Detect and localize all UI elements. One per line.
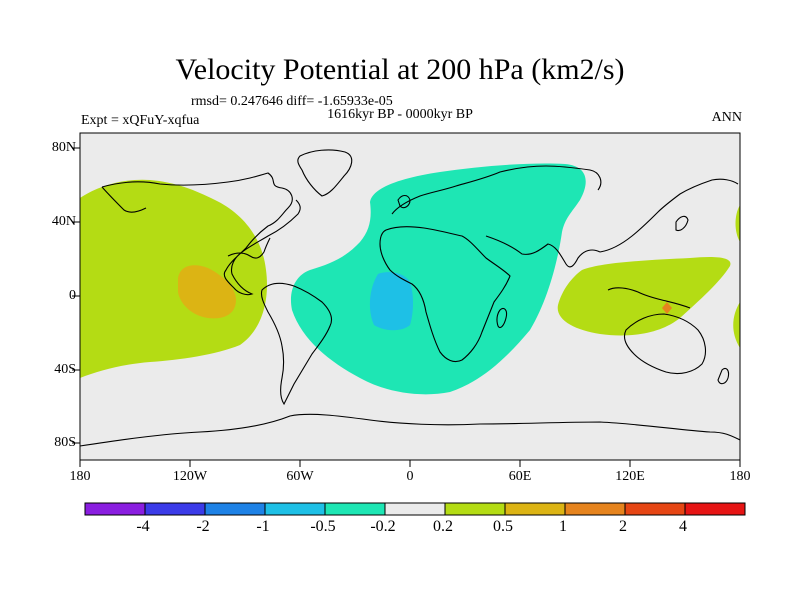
europe-coast bbox=[391, 165, 602, 215]
colorbar-box bbox=[444, 502, 506, 516]
colorbar-box bbox=[504, 502, 566, 516]
maritime-positive-spot bbox=[662, 302, 672, 314]
colorbar-box bbox=[324, 502, 386, 516]
colorbar-label: -0.2 bbox=[370, 518, 396, 535]
axis-ticks bbox=[72, 147, 741, 467]
british-isles-coast bbox=[397, 194, 411, 209]
colorbar-label: 1 bbox=[559, 518, 567, 535]
colorbar bbox=[84, 502, 746, 516]
colorbar-box bbox=[144, 502, 206, 516]
indo-pacific-positive-region bbox=[557, 256, 731, 336]
colorbar-box bbox=[84, 502, 146, 516]
lon-label-180e: 180 bbox=[729, 469, 751, 484]
experiment-label: Expt = xQFuY-xqfua bbox=[81, 113, 200, 128]
colorbar-label: 0.5 bbox=[493, 518, 513, 535]
lon-label-0: 0 bbox=[406, 469, 414, 484]
dateline-positive-region-east bbox=[733, 205, 740, 348]
pacific-positive-core bbox=[178, 265, 236, 319]
australia-coast bbox=[623, 313, 707, 375]
colorbar-box bbox=[684, 502, 746, 516]
indonesia-coast bbox=[607, 287, 691, 309]
lat-label-0: 0 bbox=[69, 288, 76, 303]
new-zealand-coast bbox=[717, 367, 730, 385]
lat-label-40n: 40N bbox=[51, 214, 76, 229]
stats-text: rmsd= 0.247646 diff= -1.65933e-05 bbox=[191, 94, 393, 109]
colorbar-label: -1 bbox=[256, 518, 270, 535]
coastlines bbox=[79, 149, 741, 447]
lon-label-120e: 120E bbox=[615, 469, 645, 484]
colorbar-label: 0.2 bbox=[433, 518, 453, 535]
period-text: 1616kyr BP - 0000kyr BP bbox=[327, 107, 473, 122]
colorbar-box bbox=[564, 502, 626, 516]
madagascar-coast bbox=[496, 307, 508, 329]
lon-label-60e: 60E bbox=[508, 469, 532, 484]
colorbar-box bbox=[204, 502, 266, 516]
lon-label-180w: 180 bbox=[69, 469, 91, 484]
colorbar-label: 2 bbox=[619, 518, 627, 535]
colorbar-label: -0.5 bbox=[310, 518, 336, 535]
colorbar-label: -2 bbox=[196, 518, 210, 535]
colorbar-label: 4 bbox=[679, 518, 687, 535]
season-label: ANN bbox=[711, 110, 742, 125]
colorbar-box bbox=[384, 502, 446, 516]
south-america-coast bbox=[260, 282, 333, 406]
lat-label-80n: 80N bbox=[51, 140, 76, 155]
alaska-coast bbox=[101, 186, 147, 213]
east-asia-coast bbox=[599, 178, 739, 253]
colorbar-box bbox=[264, 502, 326, 516]
atlantic-negative-core bbox=[369, 272, 413, 331]
lon-label-120w: 120W bbox=[172, 469, 208, 484]
colorbar-label: -4 bbox=[136, 518, 150, 535]
greenland-coast bbox=[297, 149, 353, 197]
africa-coast bbox=[379, 226, 511, 363]
lat-label-80s: 80S bbox=[54, 435, 76, 450]
lon-label-60w: 60W bbox=[286, 469, 314, 484]
north-america-coast bbox=[101, 172, 301, 296]
antarctica-coast bbox=[79, 413, 741, 447]
japan-coast bbox=[675, 215, 689, 232]
colorbar-box bbox=[624, 502, 686, 516]
gulf-florida-coast bbox=[227, 237, 271, 259]
atlantic-africa-negative-region bbox=[290, 163, 586, 395]
map-title: Velocity Potential at 200 hPa (km2/s) bbox=[175, 53, 625, 86]
lat-label-40s: 40S bbox=[54, 362, 76, 377]
pacific-positive-region bbox=[80, 179, 267, 378]
arabia-india-coast bbox=[485, 235, 601, 268]
